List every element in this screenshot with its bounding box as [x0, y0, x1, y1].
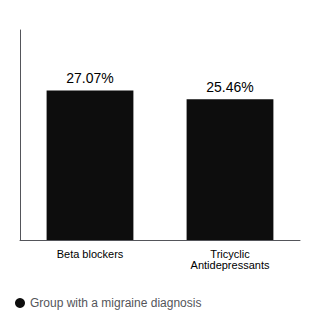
svg-text:Group with a migraine diagnosi: Group with a migraine diagnosis: [30, 296, 201, 310]
svg-text:27.07%: 27.07%: [66, 70, 113, 86]
svg-text:25.46%: 25.46%: [206, 79, 253, 95]
svg-text:Beta blockers: Beta blockers: [57, 248, 124, 260]
svg-text:Antidepressants: Antidepressants: [191, 259, 270, 271]
svg-text:Tricyclic: Tricyclic: [210, 247, 250, 260]
